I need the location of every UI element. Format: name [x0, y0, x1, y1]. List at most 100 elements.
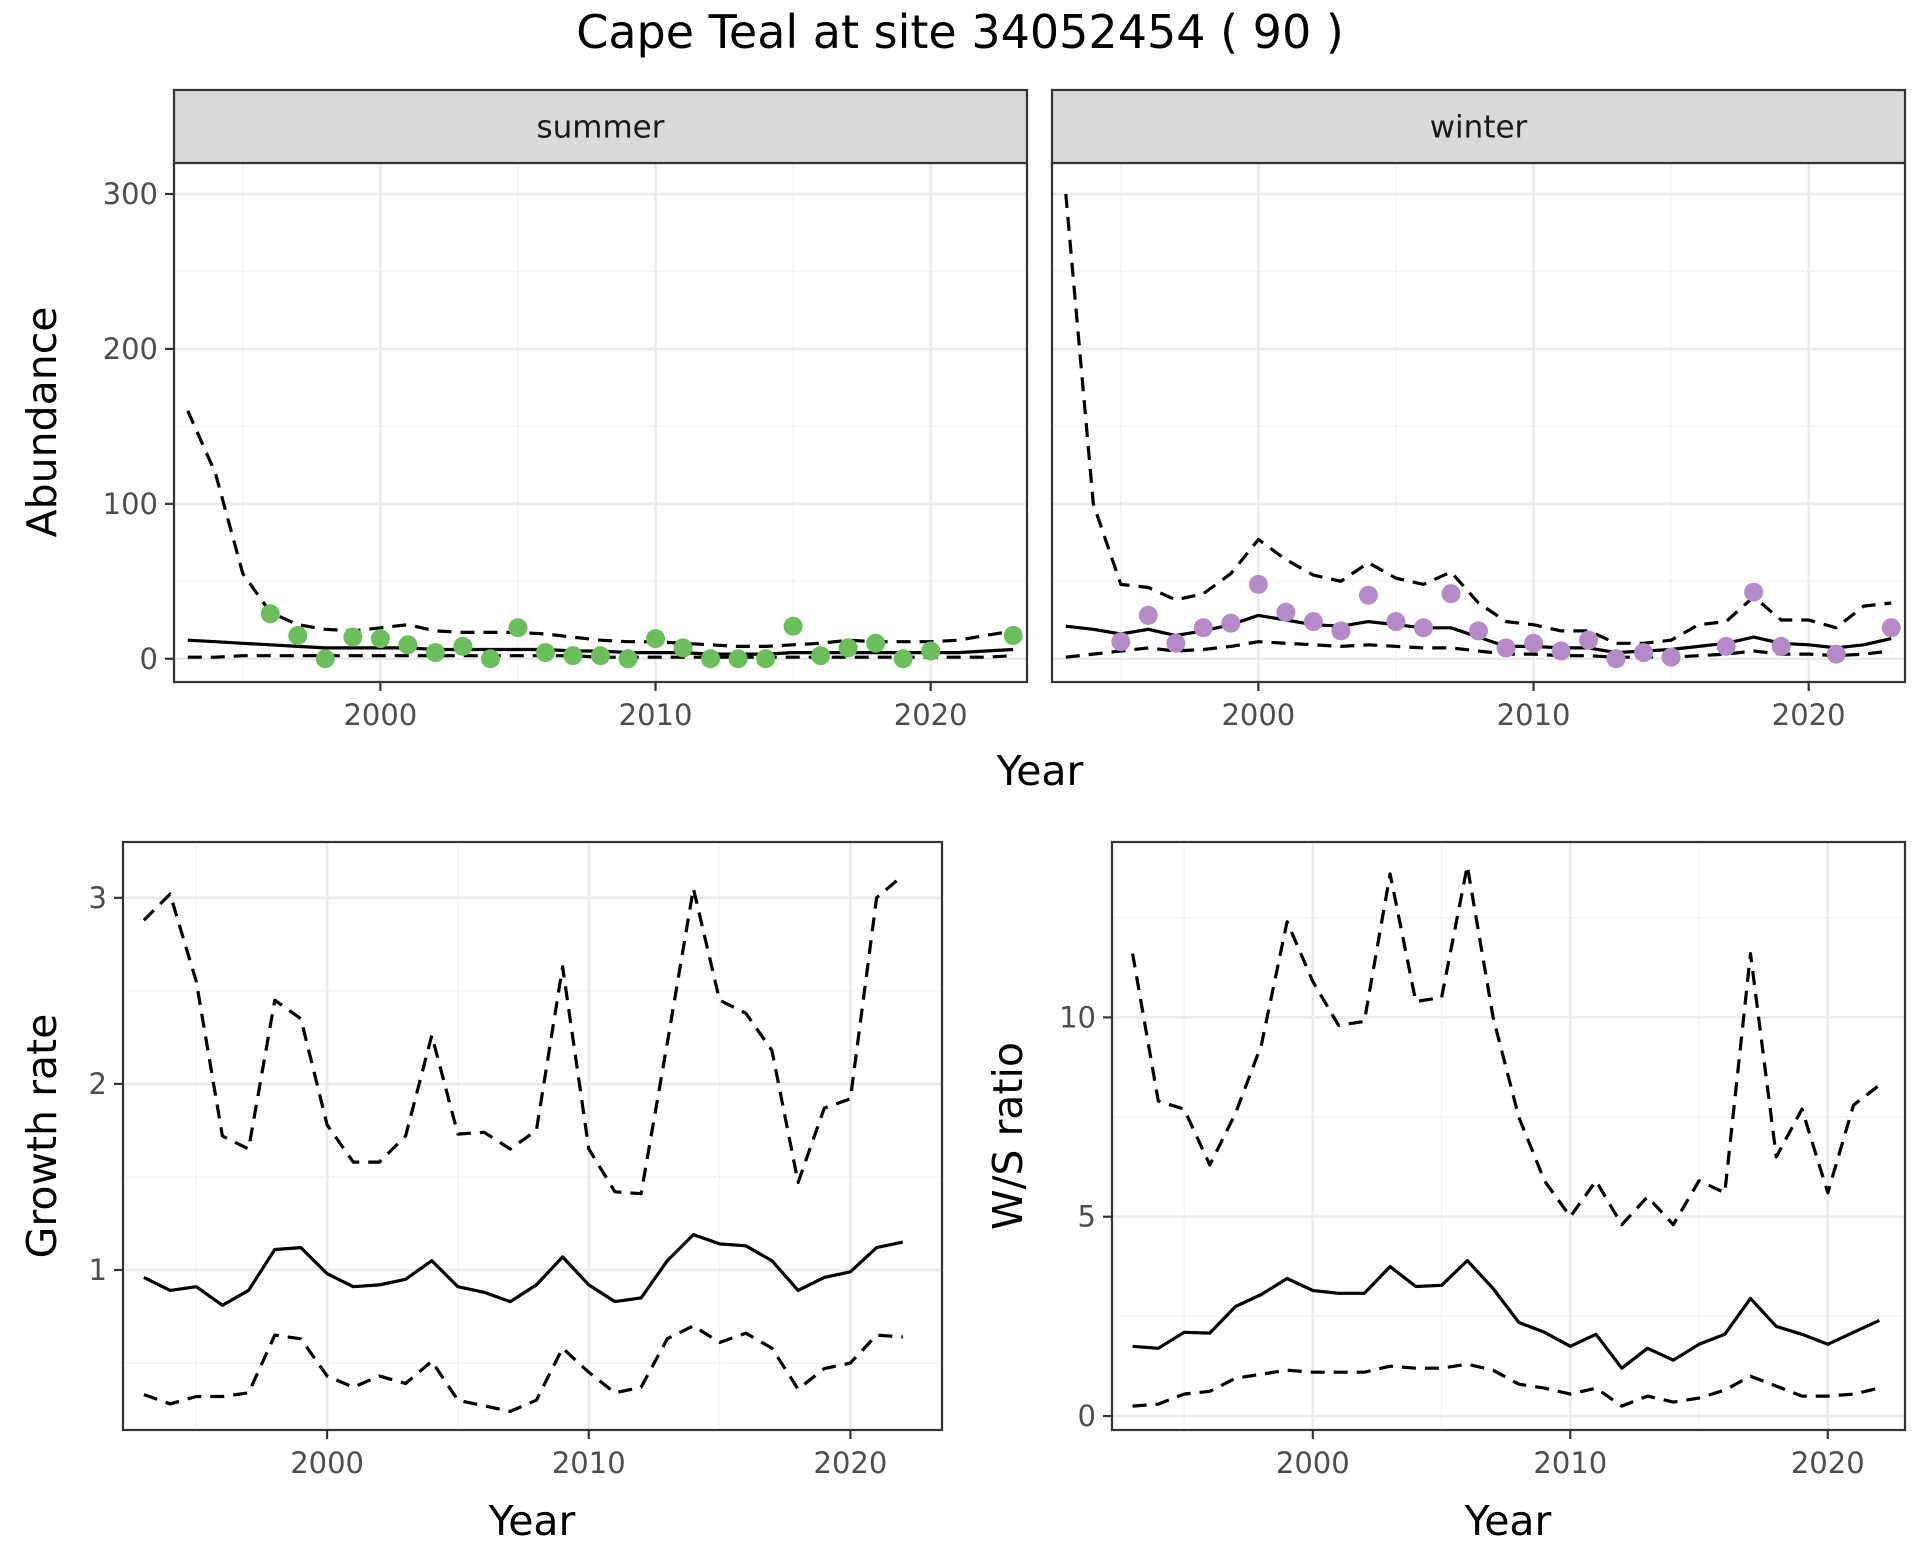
data-point: [563, 646, 583, 666]
data-point: [811, 646, 831, 666]
panel-border: [121, 840, 944, 1432]
panel-ws-ratio: 2000 2010 2020 0 5 10: [1059, 840, 1907, 1480]
data-point: [866, 633, 886, 653]
series-line-lower: [143, 1324, 903, 1413]
series-line-estimate: [143, 1233, 904, 1307]
data-point: [701, 649, 721, 669]
data-point: [1276, 602, 1296, 622]
data-point: [673, 638, 693, 658]
panel-winter: winter 2000 2010 2020: [1050, 88, 1907, 732]
data-point: [1496, 638, 1516, 658]
data-point: [1441, 584, 1461, 604]
data-point: [1551, 641, 1571, 661]
x-tick-label: 2000: [1221, 698, 1295, 732]
panel-summer: summer 2000 2010 2020 0 100 200 300: [103, 88, 1029, 732]
data-point: [1386, 612, 1406, 632]
data-point: [343, 627, 363, 647]
data-point: [288, 626, 308, 646]
data-point: [921, 641, 941, 661]
panel-growth: 2000 2010 2020 1 2 3: [89, 840, 944, 1480]
chart-title: Cape Teal at site 34052454 ( 90 ): [576, 5, 1344, 59]
data-point: [315, 649, 335, 669]
x-tick-label: 2010: [1533, 1446, 1607, 1480]
data-point: [1138, 605, 1158, 625]
x-tick-label: 2000: [343, 698, 417, 732]
data-point: [1826, 644, 1846, 664]
data-point: [1303, 612, 1323, 632]
data-point: [728, 649, 748, 669]
x-tick-label: 2020: [1772, 698, 1846, 732]
panel-border: [172, 161, 1029, 684]
data-point: [1661, 647, 1681, 667]
data-point: [646, 629, 666, 649]
series-lines: [1131, 864, 1881, 1408]
y-tick-label: 3: [89, 881, 107, 915]
y-tick-label: 0: [1078, 1399, 1096, 1433]
data-point: [591, 646, 610, 666]
observed-points: [1111, 574, 1901, 669]
x-axis-title: Year: [1464, 1497, 1552, 1545]
x-tick-label: 2020: [894, 698, 968, 732]
data-point: [783, 616, 803, 636]
x-tick-label: 2000: [1276, 1446, 1350, 1480]
grid: [123, 842, 942, 1430]
facet-strip: [1050, 88, 1907, 165]
data-point: [480, 649, 500, 669]
x-tick-label: 2010: [619, 698, 693, 732]
data-point: [1166, 633, 1186, 653]
data-point: [1524, 633, 1544, 653]
series-lines: [186, 410, 1014, 659]
data-point: [1221, 613, 1241, 633]
data-point: [1469, 621, 1488, 641]
grid: [174, 163, 1027, 682]
data-point: [1579, 630, 1599, 650]
x-axis-title: Year: [488, 1497, 576, 1545]
series-line-upper: [1131, 864, 1881, 1227]
grid: [1112, 842, 1905, 1430]
series-lines: [1064, 193, 1892, 659]
x-axis-title: Year: [996, 747, 1084, 795]
data-point: [1003, 626, 1023, 646]
data-point: [453, 636, 473, 656]
panel-border: [1050, 161, 1907, 684]
y-tick-label: 1: [89, 1253, 107, 1287]
data-point: [1771, 636, 1791, 656]
data-point: [1413, 618, 1433, 638]
y-tick-label: 200: [103, 332, 158, 366]
y-axis-title: Growth rate: [18, 1014, 66, 1259]
y-tick-label: 2: [89, 1067, 107, 1101]
data-point: [1716, 636, 1736, 656]
data-point: [1358, 585, 1378, 605]
data-point: [618, 649, 638, 669]
facet-strip-label: winter: [1430, 110, 1528, 146]
data-point: [425, 643, 445, 663]
series-lines: [142, 874, 904, 1413]
data-point: [1744, 582, 1764, 602]
data-point: [1248, 574, 1268, 594]
data-point: [1193, 618, 1213, 638]
y-tick-label: 5: [1078, 1200, 1096, 1234]
series-line-upper: [1064, 193, 1892, 645]
data-point: [1881, 618, 1901, 638]
facet-strip: [172, 88, 1029, 165]
x-tick-label: 2000: [290, 1446, 364, 1480]
data-point: [370, 629, 390, 649]
y-tick-label: 100: [103, 487, 158, 521]
y-tick-label: 0: [140, 642, 158, 676]
series-line-estimate: [1132, 1259, 1880, 1370]
y-axis-title: Abundance: [18, 307, 66, 538]
grid: [1052, 163, 1905, 682]
series-line-lower: [1132, 1362, 1880, 1408]
series-line-upper: [186, 410, 1014, 648]
data-point: [508, 618, 528, 638]
y-tick-label: 10: [1059, 1000, 1096, 1034]
y-tick-label: 300: [103, 177, 158, 211]
facet-strip-label: summer: [536, 110, 664, 146]
y-axis-title: W/S ratio: [984, 1042, 1032, 1230]
data-point: [535, 643, 555, 663]
x-tick-label: 2020: [1791, 1446, 1865, 1480]
data-point: [756, 649, 776, 669]
data-point: [893, 649, 913, 669]
